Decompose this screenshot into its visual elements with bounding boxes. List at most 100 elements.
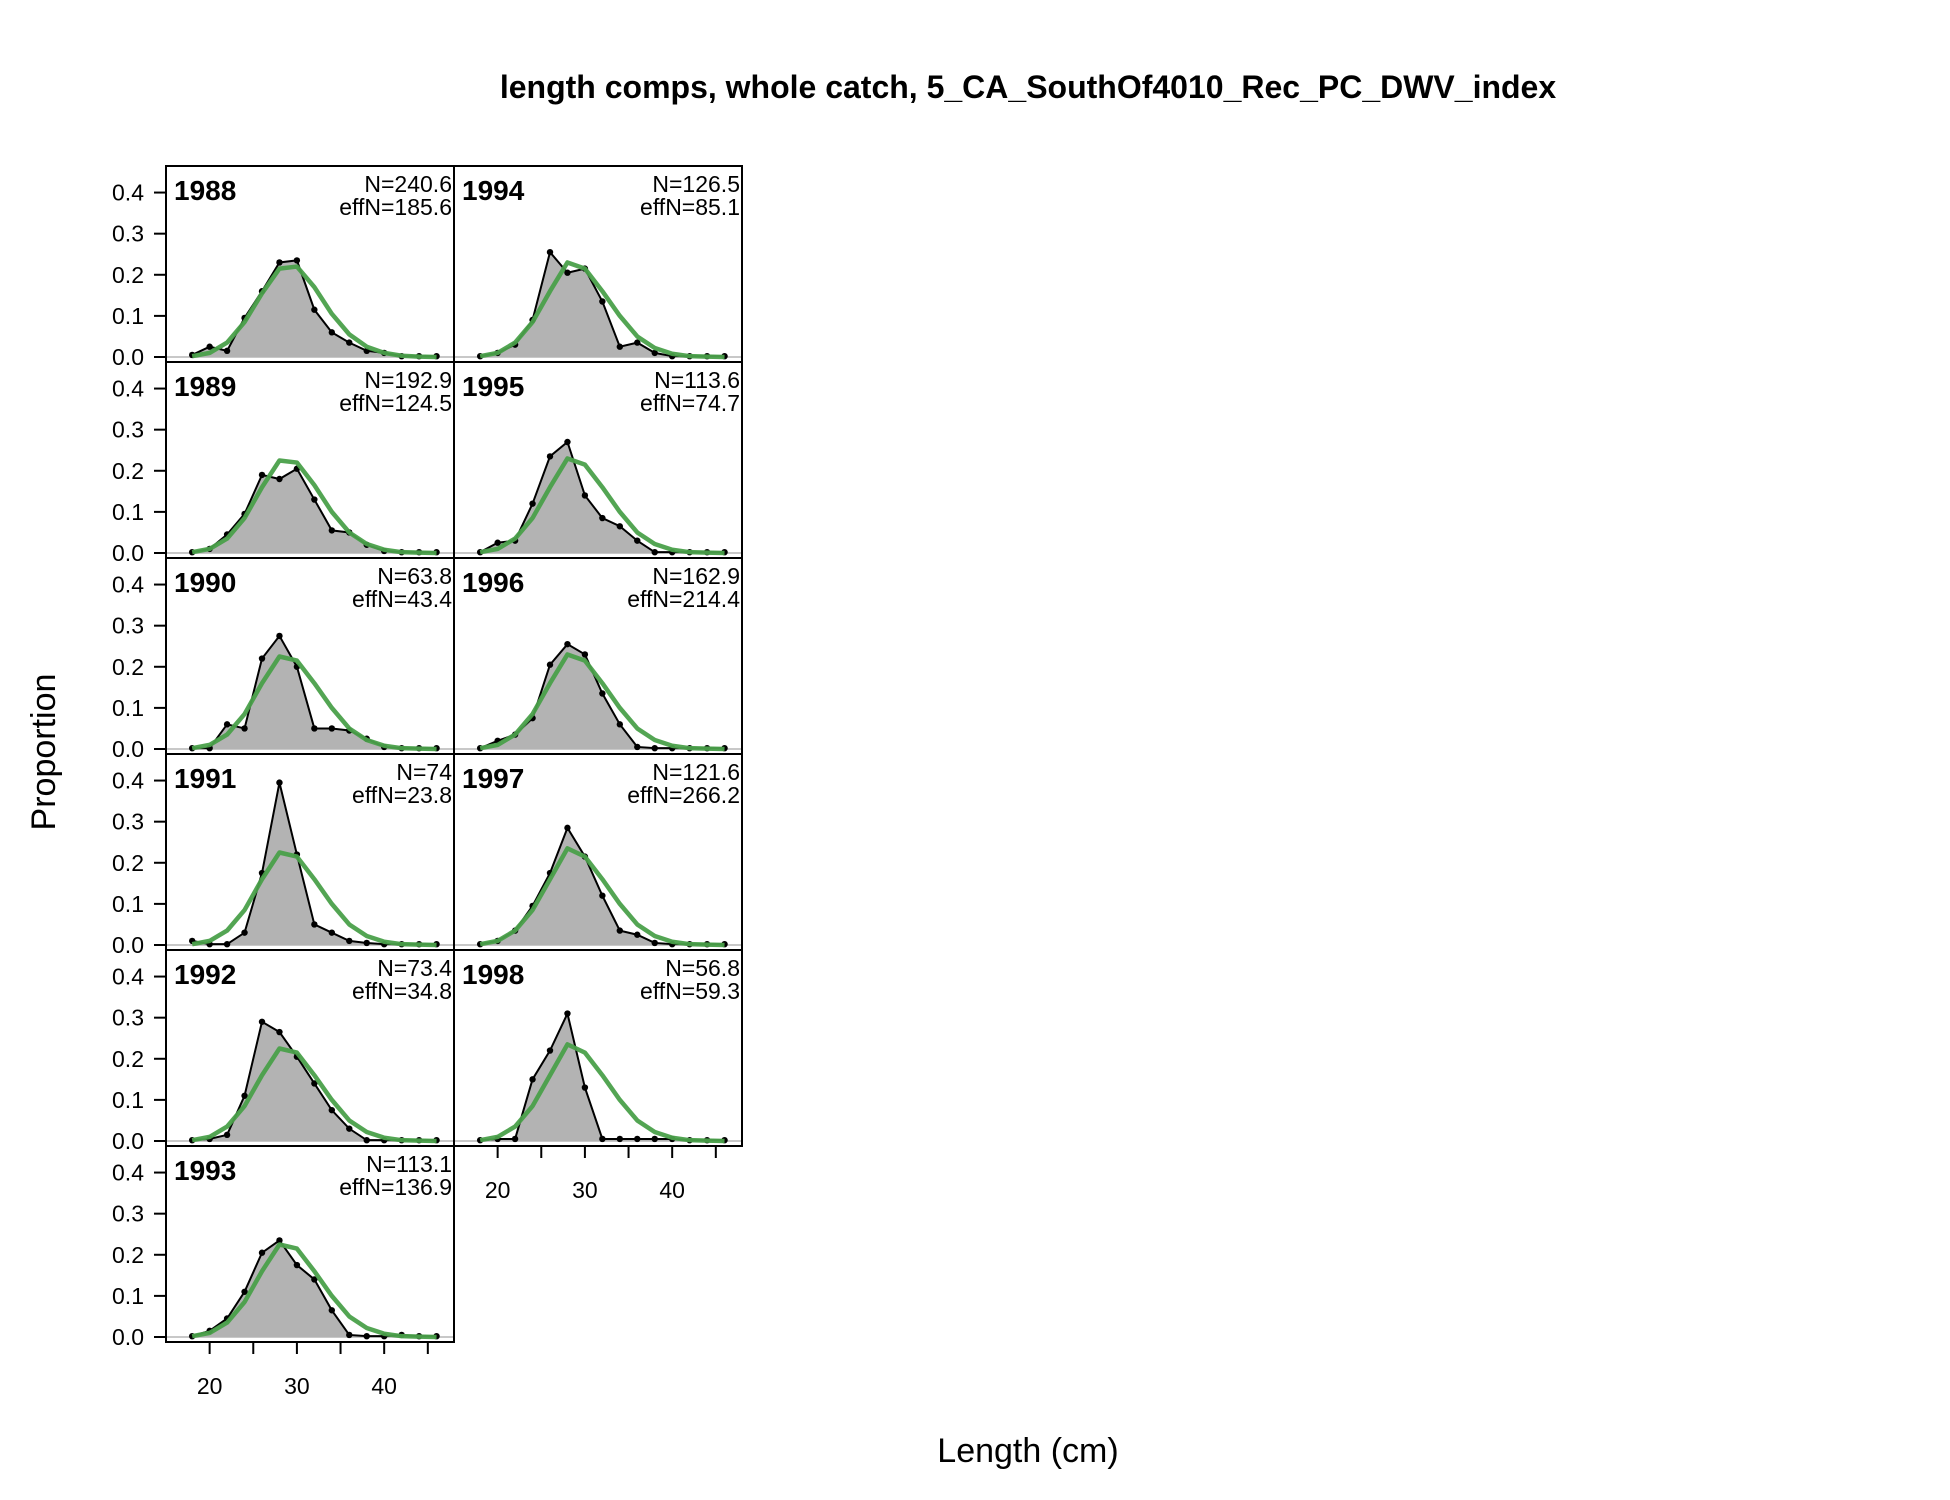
panel-effn-label: effN=266.2 <box>627 782 740 808</box>
y-tick-label: 0.4 <box>112 768 144 794</box>
panel-effn-label: effN=136.9 <box>339 1174 452 1200</box>
observed-point <box>511 1135 519 1143</box>
panel-n-label: N=240.6 <box>364 171 452 197</box>
observed-point <box>651 744 658 752</box>
expected-line <box>191 458 437 556</box>
panel-year-label: 1990 <box>174 567 236 598</box>
observed-area <box>192 1240 437 1337</box>
chart-title: length comps, whole catch, 5_CA_SouthOf4… <box>500 69 1557 105</box>
panel-n-label: N=74 <box>396 759 452 785</box>
observed-point <box>293 1261 301 1269</box>
panel-year-label: 1988 <box>174 175 236 206</box>
panel-n-label: N=121.6 <box>652 759 740 785</box>
panel-effn-label: effN=124.5 <box>339 390 452 416</box>
y-tick-label: 0.4 <box>112 376 144 402</box>
expected-line <box>479 456 725 556</box>
x-tick-label: 30 <box>284 1373 310 1399</box>
observed-point <box>206 343 213 350</box>
observed-point <box>328 527 336 534</box>
observed-point <box>546 1047 554 1054</box>
observed-point <box>363 939 370 947</box>
panel-n-label: N=192.9 <box>364 367 452 393</box>
observed-point <box>346 937 353 945</box>
panel-effn-label: effN=74.7 <box>640 390 740 416</box>
observed-point <box>651 939 658 947</box>
expected-line <box>191 1242 437 1340</box>
observed-point <box>599 892 606 899</box>
observed-point <box>258 1249 266 1256</box>
observed-point <box>346 1331 353 1339</box>
y-tick-label: 0.1 <box>112 695 144 721</box>
observed-point <box>363 1136 370 1144</box>
y-tick-label: 0.2 <box>112 1242 144 1268</box>
x-tick-label: 20 <box>197 1373 223 1399</box>
observed-point <box>581 492 589 499</box>
observed-point <box>311 1276 318 1283</box>
panel-year-label: 1996 <box>462 567 524 598</box>
observed-point <box>564 824 571 832</box>
observed-point <box>328 929 336 936</box>
expected-line <box>191 850 437 948</box>
panel-year-label: 1994 <box>462 175 525 206</box>
panel-frame <box>453 949 743 1147</box>
observed-point <box>241 725 248 732</box>
observed-point <box>241 1092 248 1099</box>
observed-point <box>634 1135 641 1143</box>
observed-point <box>581 1084 589 1091</box>
observed-point <box>564 1010 571 1017</box>
panel-frame <box>165 1145 455 1343</box>
panel-year-label: 1997 <box>462 763 524 794</box>
observed-point <box>276 779 283 786</box>
expected-line <box>191 654 437 752</box>
observed-point <box>276 475 283 483</box>
observed-point <box>599 514 606 522</box>
expected-line <box>191 1046 437 1144</box>
y-tick-label: 0.3 <box>112 613 144 639</box>
observed-point <box>328 1307 336 1314</box>
observed-point <box>546 248 554 256</box>
panel-year-label: 1989 <box>174 371 236 402</box>
y-tick-label: 0.1 <box>112 303 144 329</box>
panel-effn-label: effN=185.6 <box>339 194 452 220</box>
observed-point <box>258 655 266 662</box>
y-tick-label: 0.2 <box>112 458 144 484</box>
x-tick-label: 30 <box>572 1177 598 1203</box>
observed-area <box>480 827 725 945</box>
observed-point <box>634 339 641 346</box>
observed-point <box>634 931 641 938</box>
x-tick-label: 40 <box>659 1177 685 1203</box>
panel-n-label: N=63.8 <box>377 563 452 589</box>
panel-n-label: N=162.9 <box>652 563 740 589</box>
observed-point <box>616 343 624 350</box>
y-tick-label: 0.3 <box>112 417 144 443</box>
panel-year-label: 1993 <box>174 1155 236 1186</box>
observed-point <box>616 721 624 728</box>
observed-point <box>328 725 336 732</box>
observed-point <box>223 721 231 728</box>
expected-line <box>479 846 725 948</box>
y-tick-label: 0.0 <box>112 1324 144 1350</box>
panel-n-label: N=126.5 <box>652 171 740 197</box>
x-axis-label: Length (cm) <box>937 1432 1118 1470</box>
observed-area <box>192 1021 437 1141</box>
x-tick-label: 40 <box>371 1373 397 1399</box>
y-tick-label: 0.0 <box>112 736 144 762</box>
observed-point <box>223 1131 231 1139</box>
panel-effn-label: effN=34.8 <box>352 978 452 1004</box>
observed-area <box>192 635 437 749</box>
y-tick-label: 0.1 <box>112 1283 144 1309</box>
y-tick-label: 0.0 <box>112 540 144 566</box>
y-axis-label: Proportion <box>25 674 63 831</box>
y-tick-label: 0.2 <box>112 262 144 288</box>
panel-n-label: N=113.6 <box>654 367 740 393</box>
panel-n-label: N=73.4 <box>377 955 452 981</box>
panel-effn-label: effN=214.4 <box>627 586 740 612</box>
y-tick-label: 0.2 <box>112 1046 144 1072</box>
y-tick-label: 0.4 <box>112 964 144 990</box>
observed-area <box>480 1013 725 1141</box>
